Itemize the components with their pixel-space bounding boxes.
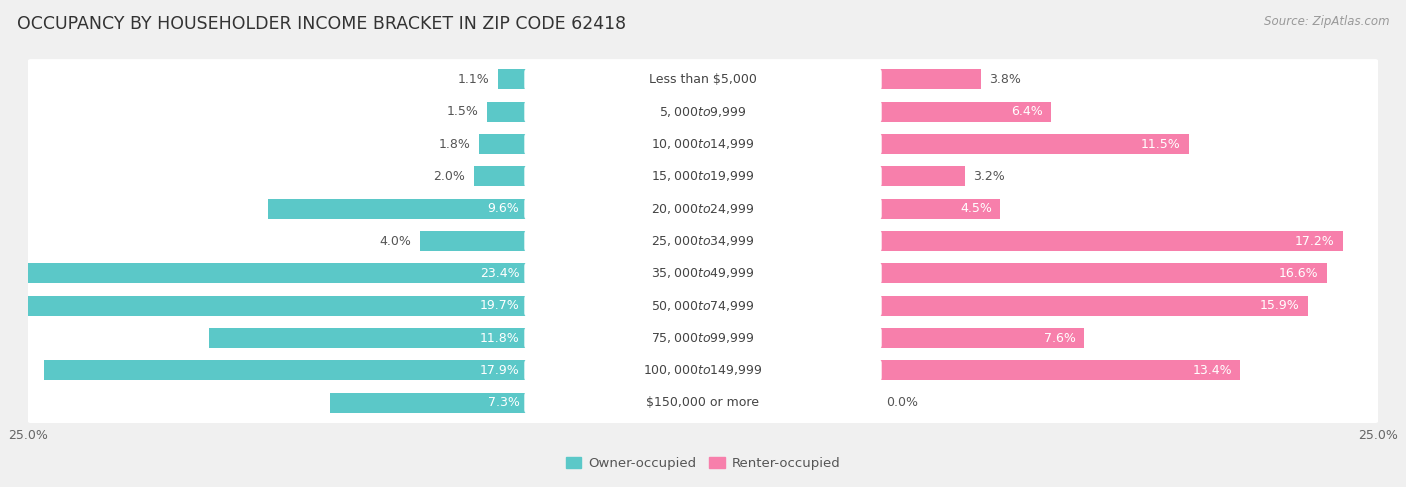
FancyBboxPatch shape [524,166,882,187]
FancyBboxPatch shape [27,59,1379,100]
FancyBboxPatch shape [27,285,1379,326]
Text: 2.0%: 2.0% [433,170,465,183]
Bar [498,70,527,90]
Bar [330,393,527,412]
Text: 4.0%: 4.0% [380,235,412,247]
Text: 3.2%: 3.2% [973,170,1005,183]
FancyBboxPatch shape [524,133,882,155]
Text: $15,000 to $19,999: $15,000 to $19,999 [651,169,755,184]
FancyBboxPatch shape [524,262,882,284]
Text: 1.1%: 1.1% [458,73,489,86]
Text: Less than $5,000: Less than $5,000 [650,73,756,86]
Bar [486,102,527,122]
Bar [879,360,1240,380]
Text: 17.9%: 17.9% [479,364,519,377]
Text: 6.4%: 6.4% [1011,105,1043,118]
Text: 3.8%: 3.8% [990,73,1021,86]
Text: 16.6%: 16.6% [1279,267,1319,280]
Bar [879,263,1327,283]
Text: 7.3%: 7.3% [488,396,519,409]
FancyBboxPatch shape [524,392,882,413]
FancyBboxPatch shape [27,156,1379,197]
Text: $5,000 to $9,999: $5,000 to $9,999 [659,105,747,119]
Text: 19.7%: 19.7% [479,299,519,312]
Text: 13.4%: 13.4% [1192,364,1232,377]
Bar [0,296,527,316]
Text: $10,000 to $14,999: $10,000 to $14,999 [651,137,755,151]
Text: Source: ZipAtlas.com: Source: ZipAtlas.com [1264,15,1389,28]
Text: $50,000 to $74,999: $50,000 to $74,999 [651,299,755,313]
Bar [879,231,1343,251]
FancyBboxPatch shape [524,359,882,381]
Text: OCCUPANCY BY HOUSEHOLDER INCOME BRACKET IN ZIP CODE 62418: OCCUPANCY BY HOUSEHOLDER INCOME BRACKET … [17,15,626,33]
Text: 1.8%: 1.8% [439,138,471,150]
Text: $20,000 to $24,999: $20,000 to $24,999 [651,202,755,216]
Text: $75,000 to $99,999: $75,000 to $99,999 [651,331,755,345]
FancyBboxPatch shape [524,198,882,220]
Text: 15.9%: 15.9% [1260,299,1299,312]
FancyBboxPatch shape [27,318,1379,358]
FancyBboxPatch shape [27,221,1379,262]
Text: 7.6%: 7.6% [1043,332,1076,344]
FancyBboxPatch shape [27,253,1379,294]
FancyBboxPatch shape [27,92,1379,132]
Text: 4.5%: 4.5% [960,202,991,215]
Bar [0,263,527,283]
Legend: Owner-occupied, Renter-occupied: Owner-occupied, Renter-occupied [560,452,846,475]
Text: 11.8%: 11.8% [479,332,519,344]
Text: $100,000 to $149,999: $100,000 to $149,999 [644,363,762,377]
FancyBboxPatch shape [27,382,1379,423]
FancyBboxPatch shape [27,124,1379,165]
Bar [209,328,527,348]
Bar [474,167,527,187]
FancyBboxPatch shape [27,350,1379,391]
Text: $35,000 to $49,999: $35,000 to $49,999 [651,266,755,281]
Text: 1.5%: 1.5% [447,105,479,118]
Bar [879,328,1084,348]
Bar [879,296,1308,316]
FancyBboxPatch shape [524,101,882,123]
FancyBboxPatch shape [524,295,882,317]
Text: 17.2%: 17.2% [1295,235,1334,247]
Bar [419,231,527,251]
Text: $150,000 or more: $150,000 or more [647,396,759,409]
Bar [879,199,1000,219]
Text: 0.0%: 0.0% [887,396,918,409]
Text: $25,000 to $34,999: $25,000 to $34,999 [651,234,755,248]
Bar [879,70,981,90]
Text: 11.5%: 11.5% [1142,138,1181,150]
FancyBboxPatch shape [524,327,882,349]
Bar [879,102,1052,122]
Bar [479,134,527,154]
Bar [45,360,527,380]
FancyBboxPatch shape [524,69,882,91]
Bar [879,134,1189,154]
Bar [879,167,965,187]
Bar [269,199,527,219]
Text: 9.6%: 9.6% [488,202,519,215]
FancyBboxPatch shape [524,230,882,252]
FancyBboxPatch shape [27,188,1379,229]
Text: 23.4%: 23.4% [479,267,519,280]
